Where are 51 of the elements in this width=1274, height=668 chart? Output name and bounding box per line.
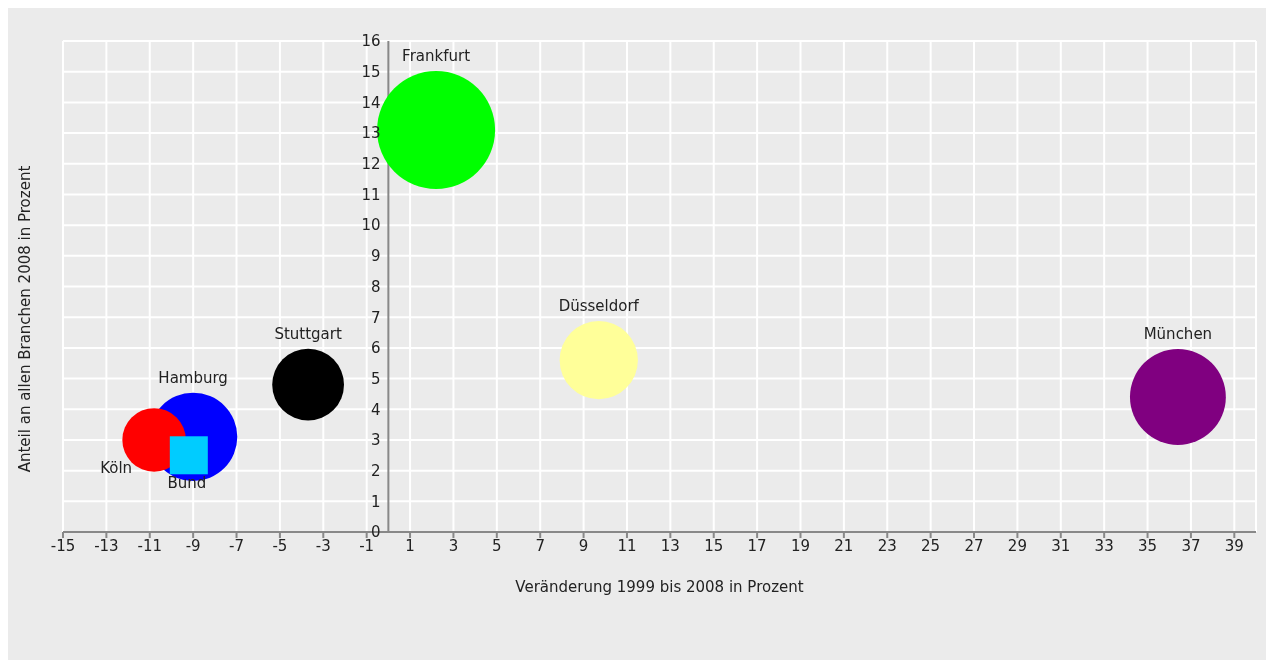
x-tick-label: 15 [704, 536, 724, 555]
y-tick-label: 15 [361, 63, 381, 82]
x-tick-label: -9 [185, 536, 201, 555]
x-tick-label: -11 [137, 536, 163, 555]
y-tick-label: 2 [371, 461, 381, 480]
y-tick-label: 5 [371, 369, 381, 388]
y-tick-label: 12 [361, 155, 381, 174]
series-label: Köln [100, 458, 133, 477]
x-tick-label: 31 [1051, 536, 1071, 555]
x-tick-label: -5 [272, 536, 288, 555]
x-tick-label: 27 [964, 536, 984, 555]
x-tick-label: 23 [877, 536, 897, 555]
x-tick-label: 5 [492, 536, 502, 555]
y-tick-label: 4 [371, 400, 381, 419]
series-label: Stuttgart [274, 324, 342, 343]
y-axis-title: Anteil an allen Branchen 2008 in Prozent [16, 165, 34, 472]
y-tick-label: 9 [371, 247, 381, 266]
y-tick-label: 6 [371, 339, 381, 358]
x-tick-label: 11 [617, 536, 637, 555]
x-tick-label: 1 [405, 536, 415, 555]
series-label: Düsseldorf [558, 297, 640, 316]
y-tick-label: 8 [371, 277, 381, 296]
x-tick-label: 19 [790, 536, 811, 555]
x-tick-label: 7 [535, 536, 545, 555]
x-axis-title: Veränderung 1999 bis 2008 in Prozent [515, 578, 804, 596]
x-tick-label: 21 [834, 536, 854, 555]
x-tick-label: 35 [1138, 536, 1158, 555]
series-label: Bund [167, 474, 207, 493]
series-label: Frankfurt [402, 46, 471, 65]
y-tick-label: 11 [361, 185, 381, 204]
x-tick-label: -3 [315, 536, 331, 555]
x-tick-label: 33 [1094, 536, 1114, 555]
x-tick-label: -7 [229, 536, 245, 555]
series-label: München [1143, 325, 1213, 344]
y-tick-label: 16 [361, 32, 381, 51]
x-tick-label: 13 [660, 536, 680, 555]
x-tick-label: 29 [1007, 536, 1027, 555]
x-tick-label: 25 [921, 536, 941, 555]
y-tick-label: 7 [371, 308, 381, 327]
x-tick-label: -15 [50, 536, 76, 555]
y-tick-label: 14 [361, 93, 381, 112]
y-tick-label: 3 [371, 431, 381, 450]
y-tick-label: 1 [371, 492, 381, 511]
x-tick-label: 37 [1181, 536, 1201, 555]
x-tick-label: 39 [1224, 536, 1244, 555]
x-tick-label: -13 [94, 536, 119, 555]
series-label: Hamburg [158, 368, 228, 387]
x-tick-label: 3 [448, 536, 459, 555]
y-tick-label: 10 [361, 216, 381, 235]
x-tick-label: 9 [578, 536, 589, 555]
x-tick-label: 17 [747, 536, 767, 555]
